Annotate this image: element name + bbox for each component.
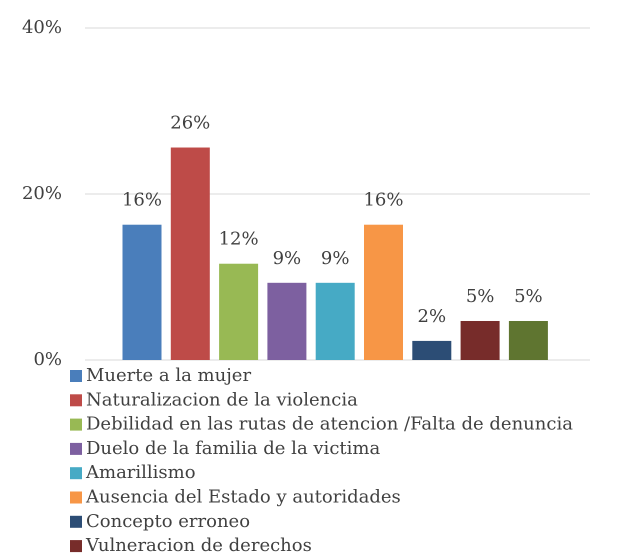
legend-swatch — [70, 467, 82, 480]
y-tick-label: 0% — [33, 349, 62, 370]
bar — [315, 282, 355, 360]
legend-swatch — [70, 540, 82, 553]
bar — [412, 340, 452, 360]
data-label: 5% — [514, 286, 543, 307]
legend-label: Naturalizacion de la violencia — [86, 389, 358, 410]
legend-swatch — [70, 515, 82, 528]
data-label: 16% — [363, 190, 403, 211]
bar — [364, 224, 403, 360]
legend-label: Muerte a la mujer — [86, 365, 251, 386]
data-label: 9% — [321, 248, 350, 269]
bar — [508, 320, 548, 360]
data-label: 16% — [122, 190, 162, 211]
legend-label: Concepto erroneo — [86, 511, 250, 532]
data-label: 2% — [418, 306, 447, 327]
data-label: 12% — [219, 229, 259, 250]
bar — [122, 224, 162, 360]
legend-swatch — [70, 418, 82, 431]
legend-swatch — [70, 370, 82, 382]
data-label: 9% — [273, 248, 302, 269]
bar — [219, 263, 259, 360]
legend-swatch — [70, 491, 82, 504]
y-tick-label: 40% — [22, 17, 62, 38]
legend-swatch — [70, 442, 82, 455]
bar — [267, 282, 307, 360]
legend-label: Amarillismo — [85, 462, 196, 483]
y-tick-label: 20% — [22, 183, 62, 204]
legend-label: Duelo de la familia de la victima — [86, 438, 380, 459]
legend-label: Ausencia del Estado y autoridades — [85, 487, 401, 508]
bar — [460, 320, 500, 360]
data-label: 26% — [170, 113, 210, 134]
legend-label: Vulneracion de derechos — [85, 535, 312, 556]
data-label: 5% — [466, 286, 495, 307]
bar — [170, 147, 210, 360]
legend-label: Debilidad en las rutas de atencion /Falt… — [86, 414, 573, 435]
legend-swatch — [70, 394, 82, 407]
